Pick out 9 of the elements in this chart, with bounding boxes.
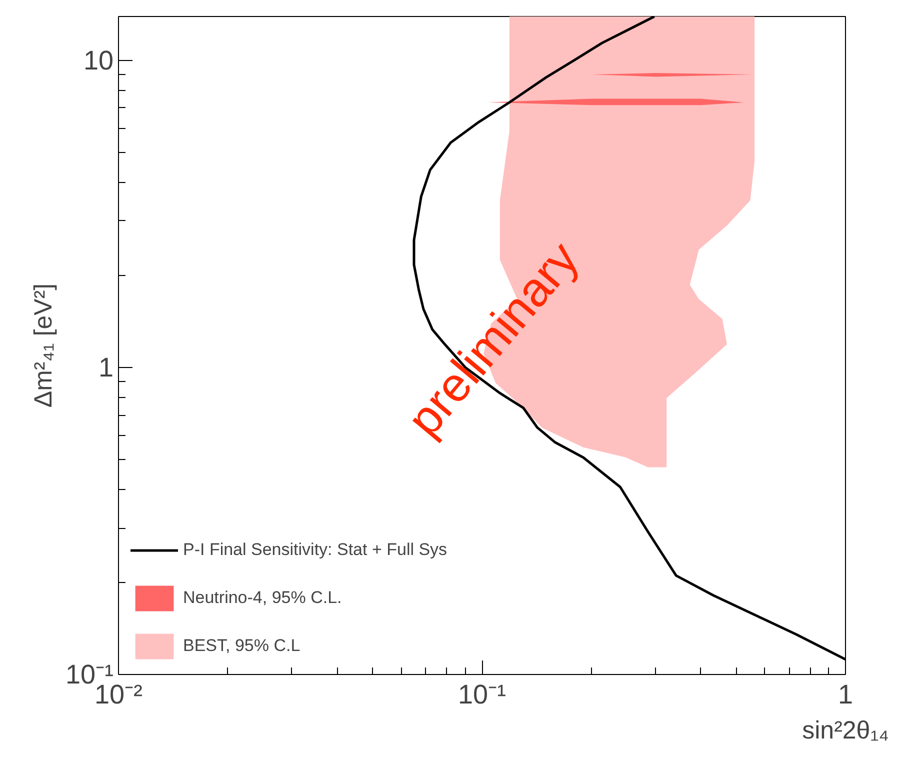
x-tick-label: 10⁻¹ (458, 680, 506, 710)
legend-label: Neutrino-4, 95% C.L. (183, 588, 342, 608)
x-axis-title: sin²2θ₁₄ (802, 716, 889, 744)
y-tick-label: 1 (98, 352, 114, 382)
y-tick-label: 10 (83, 45, 114, 76)
legend-label: BEST, 95% C.L (183, 636, 300, 656)
y-axis-title: Δm²₄₁ [eV²] (29, 283, 58, 408)
legend-label: P-I Final Sensitivity: Stat + Full Sys (183, 540, 448, 560)
x-tick-label: 1 (838, 680, 854, 710)
